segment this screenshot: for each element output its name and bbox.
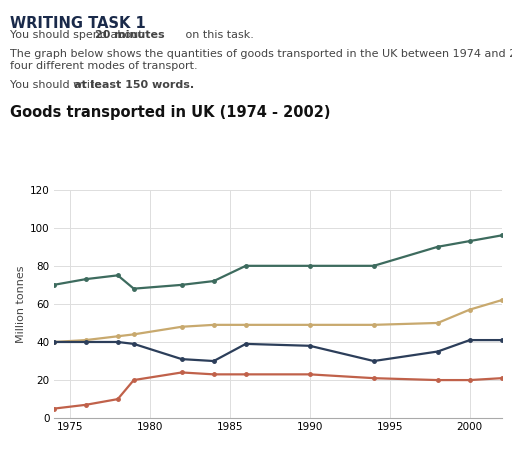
Text: WRITING TASK 1: WRITING TASK 1 [10, 16, 146, 31]
Text: at least 150 words.: at least 150 words. [74, 80, 195, 90]
Text: You should write: You should write [10, 80, 105, 90]
Text: four different modes of transport.: four different modes of transport. [10, 61, 198, 71]
Text: on this task.: on this task. [182, 30, 253, 40]
Text: Goods transported in UK (1974 - 2002): Goods transported in UK (1974 - 2002) [10, 105, 331, 120]
Text: 20 minutes: 20 minutes [95, 30, 164, 40]
Text: You should spend about: You should spend about [10, 30, 146, 40]
Text: The graph below shows the quantities of goods transported in the UK between 1974: The graph below shows the quantities of … [10, 49, 512, 59]
Y-axis label: Million tonnes: Million tonnes [16, 265, 26, 343]
